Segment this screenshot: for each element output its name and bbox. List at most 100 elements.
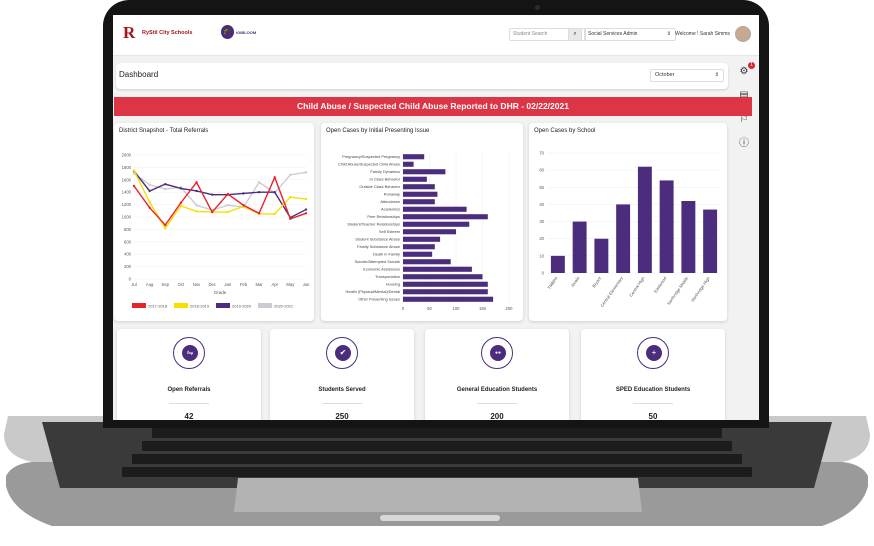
data-point [195, 181, 198, 184]
stat-card-general-education[interactable]: ●● General Education Students 200 [425, 329, 569, 420]
y-tick-label: 2000 [122, 153, 132, 158]
y-tick-label: Child Abuse/Suspected Child Abuse [338, 162, 400, 167]
data-point [289, 217, 292, 221]
district-logo-text: RyStil City Schools [142, 30, 193, 36]
bar [594, 238, 609, 273]
y-tick-label: 50 [539, 185, 544, 190]
bar [616, 204, 631, 273]
bar [403, 244, 435, 250]
bar [403, 296, 494, 302]
data-point [304, 171, 308, 174]
x-tick-label: 0 [402, 306, 405, 311]
y-tick-label: Student Substance Abuse [355, 237, 400, 242]
data-point [304, 208, 308, 211]
y-tick-label: 1000 [122, 215, 132, 220]
data-point [226, 210, 230, 214]
x-tick-label: Sep [162, 282, 170, 287]
x-tick-label: TMBPA [546, 276, 558, 291]
bar [403, 161, 414, 167]
side-rail: ⚙ 1 ▤ ⚐ ⓘ [733, 62, 755, 163]
bar [403, 289, 488, 295]
x-tick-label: Alcala [570, 275, 581, 288]
data-point [164, 223, 167, 227]
legend-swatch [132, 303, 146, 308]
district-logo[interactable]: R RyStil City Schools [123, 24, 192, 42]
data-point [132, 169, 136, 172]
divider [169, 403, 209, 404]
y-tick-label: Health (Physical/Mental)/Dental [346, 289, 401, 294]
y-tick-label: 1400 [122, 190, 132, 195]
series-line-2020-2021 [133, 171, 307, 211]
data-point [257, 181, 261, 184]
app-screen: R RyStil City Schools 🎓 iGIBLOOM Student… [113, 15, 759, 420]
y-tick-label: Peer Relationships [367, 214, 400, 219]
x-tick-label: 200 [506, 306, 514, 311]
data-point [132, 184, 136, 188]
line-chart: 0 200 400 600 800 1000 1200 1400 1600 1800 2000 Jul… [122, 153, 310, 309]
avatar[interactable] [735, 26, 751, 42]
y-tick-label: Family Substance Abuse [357, 244, 400, 249]
data-point [210, 210, 214, 214]
stat-card-open-referrals[interactable]: ⇋ Open Referrals 42 [117, 329, 261, 420]
notification-badge: 1 [748, 62, 755, 69]
role-select[interactable]: Social Services Admin ⇕ [584, 28, 676, 41]
x-tick-label: Bryant [591, 275, 603, 288]
report-search-icon[interactable]: ▤ [739, 90, 749, 101]
y-tick-label: Suicide/Attempted Suicide [355, 259, 400, 264]
stat-icon-ring: ⇋ [173, 337, 205, 369]
data-point [242, 204, 245, 207]
bar [403, 191, 438, 197]
y-tick-label: Housing [386, 282, 400, 287]
user-plus-icon: + [646, 345, 662, 361]
bar [403, 236, 441, 242]
stat-card-sped-education[interactable]: + SPED Education Students 50 [581, 329, 725, 420]
data-point [195, 189, 198, 193]
bar [659, 180, 674, 273]
data-point [257, 212, 261, 215]
y-tick-label: Student/Teacher Relationships [347, 222, 400, 227]
data-point [148, 189, 151, 193]
y-tick-label: 1200 [122, 202, 132, 207]
data-point [226, 204, 230, 207]
top-bar: R RyStil City Schools 🎓 iGIBLOOM Student… [113, 15, 759, 56]
bar [403, 176, 427, 182]
student-search-input[interactable]: Student Search [509, 28, 586, 41]
data-point [179, 201, 183, 204]
bar [403, 259, 451, 265]
stat-card-students-served[interactable]: ✔ Students Served 250 [270, 329, 414, 420]
y-tick-label: 0 [542, 271, 545, 276]
bar [403, 274, 483, 280]
stat-label: SPED Education Students [615, 387, 691, 393]
data-point [195, 204, 198, 207]
data-point [257, 191, 261, 194]
data-point [179, 187, 183, 190]
notification-icon[interactable]: ⚙ 1 [737, 62, 755, 79]
y-tick-label: 0 [129, 277, 132, 282]
divider [322, 403, 362, 404]
y-tick-label: Academics [381, 207, 400, 212]
y-tick-label: Other Presenting Issues [358, 297, 400, 302]
data-point [148, 183, 151, 186]
y-tick-label: Runaway [384, 192, 400, 197]
data-point [304, 212, 308, 215]
bar [403, 184, 435, 190]
search-icon[interactable]: ⌕ [568, 28, 582, 41]
issue-bar-chart: 0 50 100 150 200 Pregnancy/Suspected Pregnanc… [338, 153, 514, 311]
help-icon[interactable]: ⓘ [739, 138, 749, 149]
y-tick-label: Attendance [380, 199, 400, 204]
x-tick-label: Jul [131, 282, 136, 287]
data-point [273, 191, 276, 194]
alert-banner[interactable]: Child Abuse / Suspected Child Abuse Repo… [114, 97, 752, 116]
stat-value: 250 [335, 412, 349, 420]
bar [403, 229, 456, 235]
data-point [242, 192, 245, 195]
flag-icon[interactable]: ⚐ [739, 114, 749, 125]
month-select[interactable]: October ⇕ [650, 69, 724, 82]
y-tick-label: 30 [539, 219, 544, 224]
bar [572, 221, 587, 273]
partner-logo: 🎓 iGIBLOOM [221, 25, 256, 39]
data-point [289, 173, 292, 177]
series-line-2019-2020 [133, 170, 307, 219]
y-tick-label: 400 [124, 252, 132, 257]
y-tick-label: 1800 [122, 165, 132, 170]
